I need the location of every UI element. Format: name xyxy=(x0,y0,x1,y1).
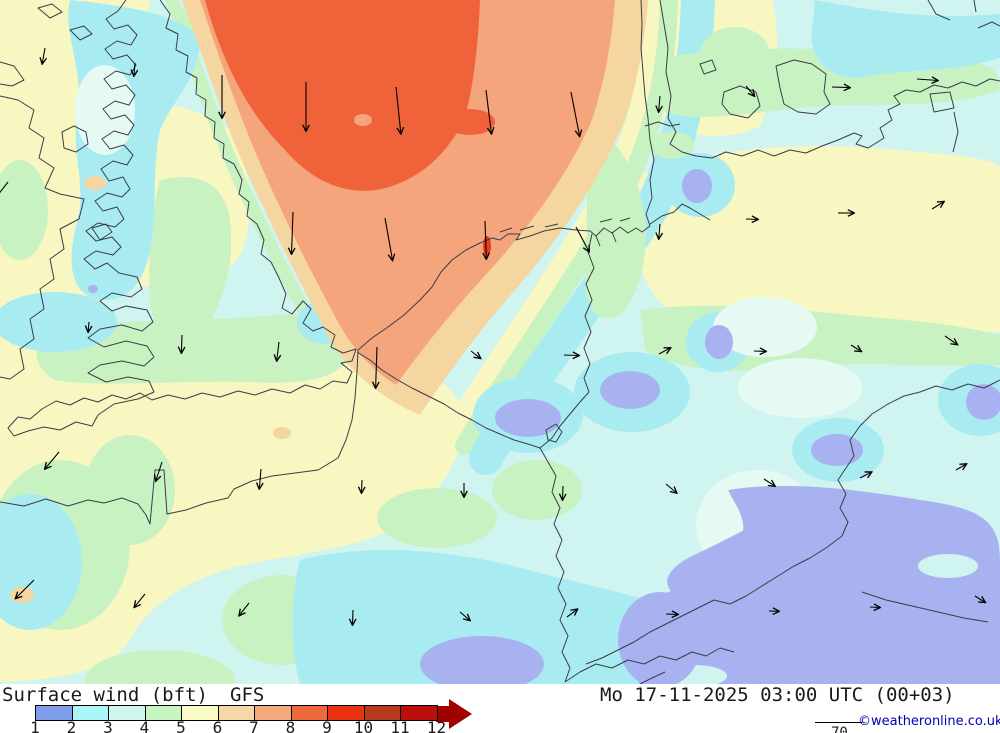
wind-arrow xyxy=(134,593,146,607)
wind-arrow xyxy=(239,602,250,616)
wind-arrow xyxy=(916,79,938,81)
wind-arrow xyxy=(459,611,470,620)
wind-arrow xyxy=(45,451,60,469)
wind-arrow xyxy=(850,344,861,351)
wind-arrow xyxy=(931,202,944,210)
model-label: GFS xyxy=(230,684,265,706)
wind-arrow xyxy=(658,348,671,355)
wind-arrow xyxy=(0,181,9,194)
wind-arrow xyxy=(869,607,880,608)
wind-arrow xyxy=(575,226,589,252)
wind-arrow xyxy=(384,217,393,260)
copyright-link[interactable]: ©weatheronline.co.uk xyxy=(858,714,1000,729)
wind-arrow xyxy=(395,86,401,134)
map-area xyxy=(0,0,1000,684)
wind-arrow xyxy=(659,95,660,112)
wind-arrow xyxy=(745,85,754,96)
wind-arrow xyxy=(831,87,850,88)
wind-arrow xyxy=(16,579,35,598)
scale-bar xyxy=(815,722,862,723)
wind-arrow xyxy=(566,609,577,618)
wind-arrow xyxy=(485,220,486,259)
coastlines-and-borders xyxy=(0,0,1000,684)
wind-arrow xyxy=(259,468,261,489)
wind-arrow xyxy=(362,479,363,493)
wind-arrow xyxy=(277,341,279,361)
wind-speed-color-field xyxy=(0,0,1000,684)
wind-arrow xyxy=(859,472,872,479)
wind-arrow xyxy=(470,350,481,358)
scale-bar-label: 70 xyxy=(831,725,848,733)
wind-arrow xyxy=(563,485,564,500)
wind-arrow xyxy=(659,223,660,239)
wind-arrows xyxy=(0,47,985,625)
datetime-label: Mo 17-11-2025 03:00 UTC (00+03) xyxy=(600,684,955,706)
wind-arrow xyxy=(485,89,491,134)
wind-arrow xyxy=(353,609,354,625)
wind-arrow xyxy=(955,464,966,471)
wind-arrows-layer xyxy=(0,47,1000,684)
wind-arrow xyxy=(156,461,163,481)
wind-arrow xyxy=(181,334,182,353)
wind-arrow xyxy=(570,91,580,136)
wind-arrow xyxy=(376,346,377,388)
map-canvas xyxy=(0,0,1000,684)
wind-arrow xyxy=(292,211,294,254)
wind-arrow xyxy=(563,355,579,356)
wind-arrow xyxy=(944,335,957,345)
map-title: Surface wind (bft) xyxy=(2,684,208,706)
wind-arrow xyxy=(763,478,775,486)
wind-arrow xyxy=(665,483,677,493)
wind-arrow xyxy=(88,321,89,332)
wind-arrow xyxy=(42,47,45,64)
wind-arrow xyxy=(974,595,985,602)
wind-arrow xyxy=(134,62,135,76)
